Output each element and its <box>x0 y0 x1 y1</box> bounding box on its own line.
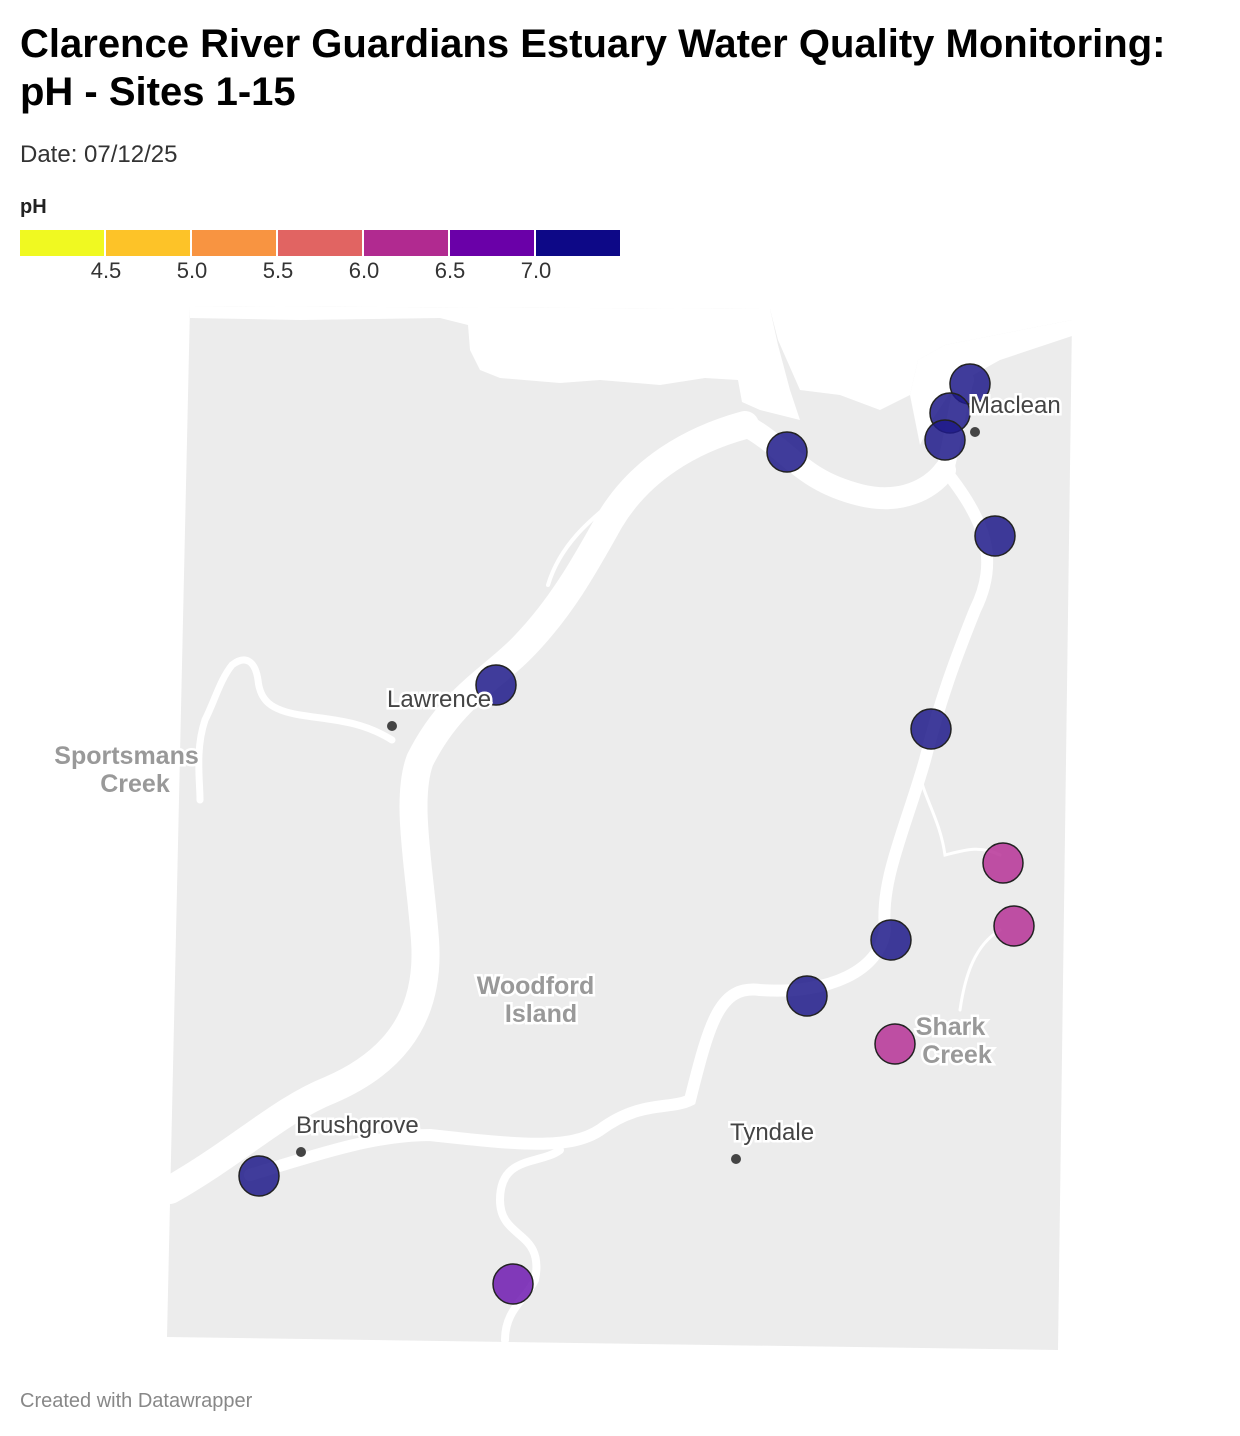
legend-swatch <box>278 230 362 256</box>
estuary-map[interactable]: Sportsmans Creek Woodford Island Shark C… <box>0 290 1240 1370</box>
area-label-sportsmans-creek: Sportsmans Creek <box>54 742 205 798</box>
legend-tick: 5.0 <box>176 258 208 283</box>
legend-tick: 6.5 <box>434 258 466 283</box>
northern-channel-east <box>910 320 1072 445</box>
legend-title: pH <box>20 196 47 218</box>
site-marker[interactable] <box>870 919 912 961</box>
site-marker[interactable] <box>982 842 1024 884</box>
shark-creek <box>918 773 1002 1012</box>
color-legend: pH 4.5 5.0 5.5 6.0 6.5 7.0 <box>20 196 640 286</box>
site-marker[interactable] <box>786 975 828 1017</box>
legend-swatch <box>364 230 448 256</box>
area-label-line: Shark <box>916 1013 986 1041</box>
site-marker[interactable] <box>924 419 966 461</box>
town-label-maclean: Maclean <box>970 392 1061 419</box>
credit-footer[interactable]: Created with Datawrapper <box>20 1390 253 1412</box>
site-marker[interactable] <box>874 1023 916 1065</box>
legend-swatch <box>192 230 276 256</box>
chart-title: Clarence River Guardians Estuary Water Q… <box>20 22 1166 114</box>
site-marker[interactable] <box>238 1155 280 1197</box>
site-marker[interactable] <box>492 1263 534 1305</box>
site-marker[interactable] <box>993 905 1035 947</box>
legend-tick: 5.5 <box>262 258 294 283</box>
town-dot-maclean <box>970 427 980 437</box>
legend-swatches <box>20 230 620 256</box>
monitoring-sites <box>238 363 1035 1305</box>
legend-swatch <box>106 230 190 256</box>
clarence-river <box>156 411 759 1204</box>
site-marker[interactable] <box>910 708 952 750</box>
area-label-woodford-island: Woodford Island <box>477 972 602 1028</box>
eastern-arm <box>244 464 994 1181</box>
town-dot-tyndale <box>731 1154 741 1164</box>
legend-tick: 4.5 <box>90 258 122 283</box>
town-label-lawrence: Lawrence <box>387 686 491 713</box>
legend-tick: 7.0 <box>520 258 552 283</box>
chart-subtitle: Date: 07/12/25 <box>20 141 178 168</box>
area-label-line: Island <box>505 1000 577 1028</box>
site-marker[interactable] <box>974 515 1016 557</box>
legend-swatch <box>20 230 104 256</box>
area-label-line: Sportsmans <box>54 742 198 770</box>
northern-channel <box>190 306 800 420</box>
site-marker[interactable] <box>949 363 991 405</box>
legend-swatch <box>450 230 534 256</box>
area-label-line: Creek <box>922 1041 992 1069</box>
town-label-brushgrove: Brushgrove <box>296 1112 419 1139</box>
site-marker[interactable] <box>475 664 517 706</box>
area-label-line: Creek <box>100 770 170 798</box>
north-side-channel <box>546 498 617 587</box>
town-label-tyndale: Tyndale <box>730 1119 814 1146</box>
land-area <box>167 306 1072 1350</box>
town-dot-lawrence <box>387 721 397 731</box>
legend-swatch <box>536 230 620 256</box>
area-label-line: Woodford <box>477 972 595 1000</box>
town-dot-brushgrove <box>296 1147 306 1157</box>
site-marker[interactable] <box>766 431 808 473</box>
sportsmans-creek <box>195 656 396 804</box>
area-label-shark-creek: Shark Creek <box>916 1013 992 1069</box>
legend-tick: 6.0 <box>348 258 380 283</box>
